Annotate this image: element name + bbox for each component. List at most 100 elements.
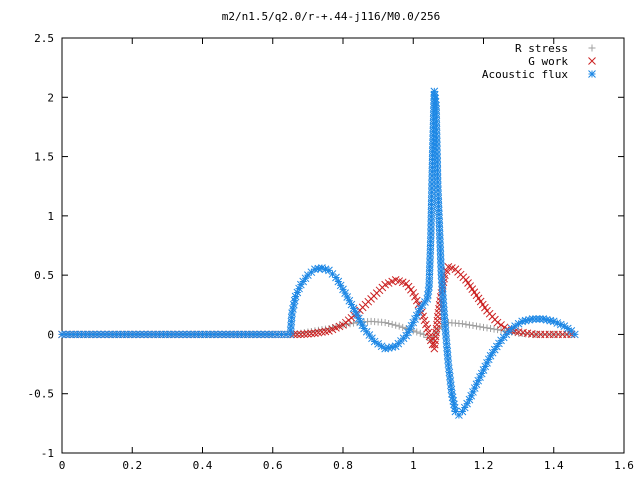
data-point	[69, 330, 78, 339]
data-point	[532, 315, 541, 323]
data-point	[190, 330, 199, 339]
data-point	[542, 315, 551, 324]
data-point	[425, 274, 434, 283]
data-point	[62, 330, 70, 339]
data-point	[428, 155, 437, 164]
data-point	[433, 162, 442, 170]
y-tick-label: 2	[47, 91, 54, 104]
data-point	[300, 330, 309, 338]
data-point	[428, 167, 437, 176]
data-point	[563, 324, 572, 333]
data-point	[124, 330, 133, 339]
x-tick-label: 0.6	[263, 459, 283, 472]
data-point	[435, 226, 444, 235]
data-point	[567, 327, 576, 335]
data-point	[440, 314, 449, 323]
data-point	[304, 329, 312, 338]
data-point	[430, 87, 439, 96]
data-point	[429, 123, 438, 132]
data-point	[307, 329, 316, 338]
data-point	[428, 171, 436, 180]
data-point	[588, 44, 596, 52]
data-point	[290, 296, 299, 305]
legend-label: Acoustic flux	[482, 68, 568, 81]
data-point	[455, 411, 463, 419]
data-point	[385, 319, 393, 327]
data-point	[449, 396, 458, 405]
data-point	[458, 320, 466, 328]
data-point	[511, 322, 519, 330]
x-tick-label: 1	[410, 459, 417, 472]
data-point	[354, 314, 363, 323]
data-point	[465, 395, 474, 404]
data-point	[438, 279, 446, 287]
data-point	[476, 373, 484, 381]
series-layer	[58, 87, 579, 419]
data-point	[167, 330, 176, 339]
data-point	[339, 285, 347, 294]
data-point	[436, 238, 444, 247]
data-point	[299, 277, 308, 286]
data-point	[291, 292, 300, 301]
axis-ticks: 0 0.2 0.4 0.6 0.8 1 1.2 1.4 1.6 -1 -0.5 0 0.5 1 1.5 2 2.…	[28, 32, 634, 472]
data-point	[296, 330, 305, 339]
data-point	[432, 117, 441, 126]
data-point	[358, 321, 367, 329]
data-point	[424, 291, 432, 299]
data-point	[472, 380, 481, 389]
data-point	[432, 121, 441, 130]
data-point	[112, 330, 121, 339]
data-point	[433, 178, 442, 187]
data-point	[128, 330, 137, 339]
data-point	[432, 133, 441, 142]
legend-marker	[588, 44, 596, 52]
data-point	[433, 150, 441, 158]
data-point	[448, 389, 456, 398]
data-point	[426, 237, 435, 246]
data-point	[481, 362, 490, 371]
data-point	[420, 316, 429, 325]
data-point	[427, 221, 435, 229]
data-point	[273, 330, 281, 339]
data-point	[325, 266, 333, 275]
data-point	[428, 340, 437, 349]
data-point	[440, 306, 448, 315]
data-point	[432, 109, 441, 118]
data-point	[381, 319, 389, 327]
data-point	[409, 289, 418, 297]
data-point	[349, 304, 358, 313]
data-point	[488, 348, 497, 357]
data-point	[434, 194, 443, 203]
data-point	[441, 318, 449, 327]
data-point	[395, 322, 403, 330]
data-point	[384, 344, 393, 352]
data-point	[442, 335, 451, 344]
data-point	[77, 330, 86, 339]
data-point	[402, 331, 411, 340]
data-point	[287, 313, 296, 322]
data-point	[437, 259, 445, 267]
data-point	[336, 281, 345, 290]
data-point	[245, 330, 254, 339]
data-point	[311, 265, 319, 274]
data-point	[425, 283, 433, 291]
data-point	[81, 330, 90, 339]
data-point	[469, 388, 477, 396]
data-point	[444, 360, 453, 368]
data-point	[426, 258, 434, 266]
y-tick-label: 1.5	[34, 151, 54, 164]
data-point	[296, 280, 305, 289]
data-point	[427, 188, 436, 197]
data-point	[370, 337, 379, 346]
data-point	[374, 340, 382, 348]
data-point	[434, 206, 443, 215]
data-point	[467, 391, 476, 400]
data-point	[151, 330, 160, 339]
data-point	[388, 343, 397, 351]
data-point	[93, 330, 101, 339]
data-point	[287, 317, 296, 326]
data-point	[341, 289, 349, 298]
data-point	[433, 154, 442, 162]
